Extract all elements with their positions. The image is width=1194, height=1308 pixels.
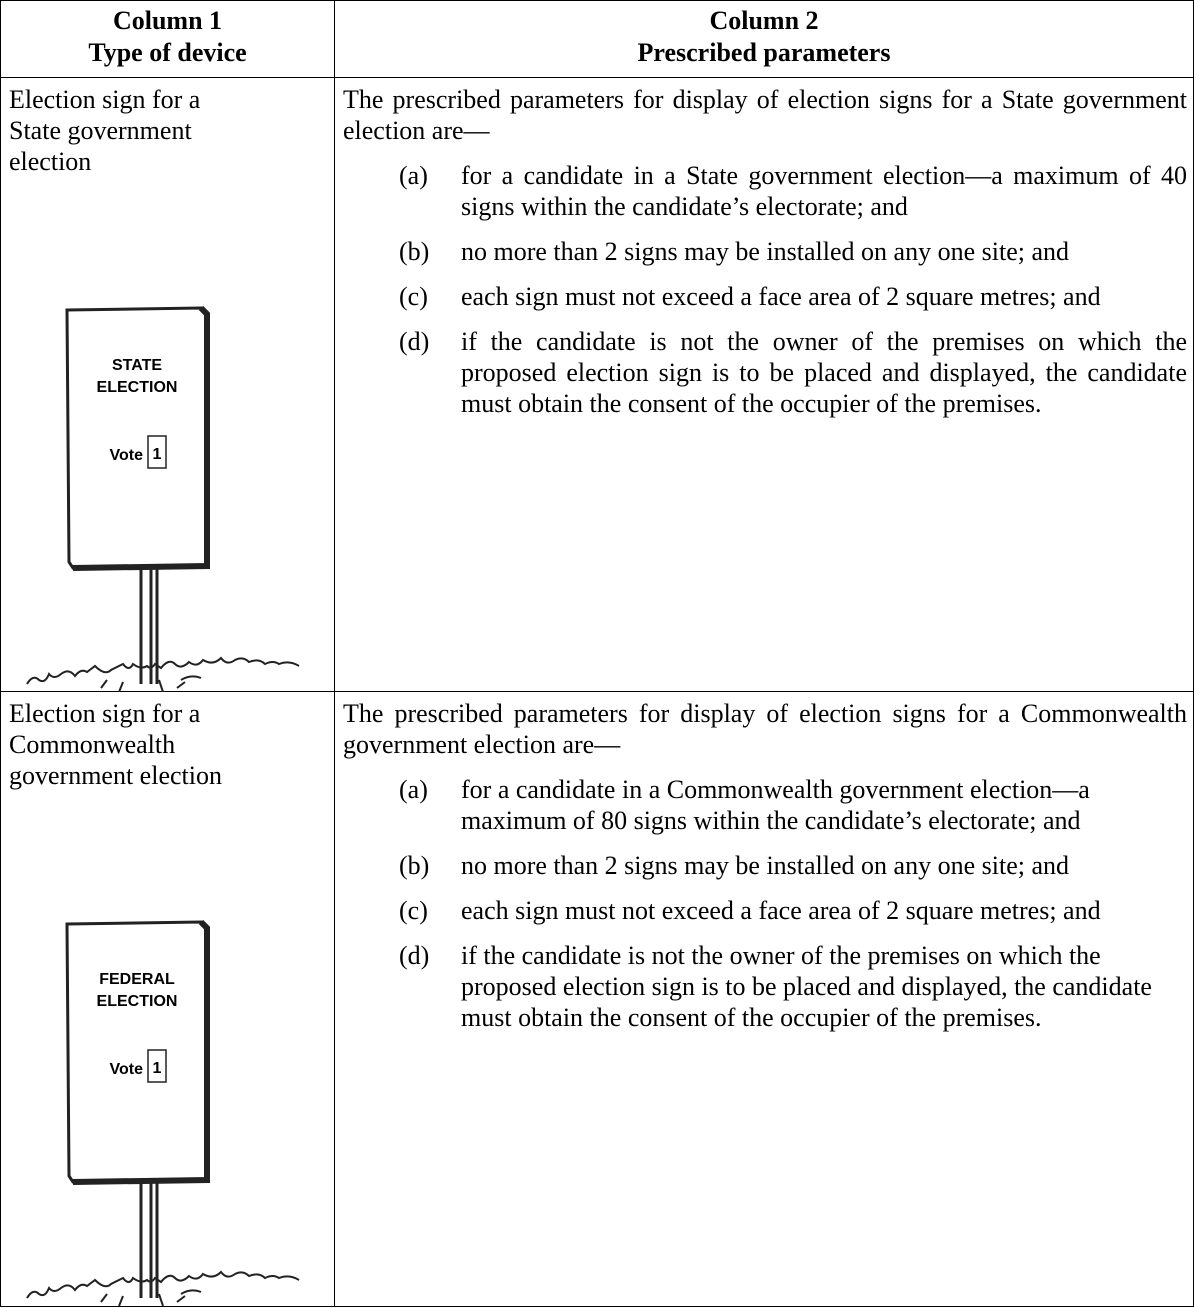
grass-tufts (100, 1289, 202, 1306)
grass (26, 656, 300, 685)
list-item: (d) if the candidate is not the owner of … (343, 326, 1187, 419)
list-item: (c) each sign must not exceed a face area… (343, 281, 1187, 312)
item-text: for a candidate in a Commonwealth govern… (461, 775, 1090, 835)
table-row: Election sign for a Commonwealth governmen… (0, 691, 1194, 1307)
sign-text: ELECTION (97, 993, 178, 1010)
item-text: each sign must not exceed a face area of… (461, 282, 1101, 311)
item-text: no more than 2 signs may be installed on… (461, 237, 1069, 266)
header-line: Column 1 (112, 6, 223, 35)
item-label: (d) (399, 941, 430, 970)
parameters-cell: The prescribed parameters for display of… (334, 77, 1194, 692)
list-item: (b) no more than 2 signs may be installed… (343, 850, 1187, 881)
header-line: Prescribed parameters (637, 38, 891, 67)
list-item: (b) no more than 2 signs may be installed… (343, 236, 1187, 267)
sign-text: ELECTION (97, 379, 178, 396)
item-label: (b) (399, 851, 430, 880)
parameters-cell: The prescribed parameters for display of… (334, 691, 1194, 1307)
header-line: Column 2 (709, 6, 819, 35)
list-item: (a) for a candidate in a Commonwealth gov… (343, 774, 1187, 836)
item-label: (a) (399, 161, 428, 190)
header-row: Column 1 Type of device Column 2 Prescribe… (0, 0, 1194, 78)
vote-box (147, 435, 167, 469)
device-cell: Election sign for a Commonwealth governmen… (0, 691, 335, 1307)
grass-tufts (100, 675, 202, 692)
item-label: (c) (399, 282, 428, 311)
item-text: no more than 2 signs may be installed on… (461, 851, 1069, 880)
device-cell: Election sign for a State government elect… (0, 77, 335, 692)
item-text: if the candidate is not the owner of the… (461, 327, 1187, 418)
intro-text: The prescribed parameters for display of… (343, 85, 1187, 145)
sign-illustration: STATE ELECTION Vote 1 (26, 305, 300, 692)
device-line: Election sign for a (9, 85, 201, 114)
grass (26, 1270, 300, 1299)
sign-board (65, 920, 209, 1184)
item-label: (b) (399, 237, 430, 266)
sign-edge (72, 305, 210, 571)
header-text: Column 1 Type of device (1, 1, 334, 69)
sign-board (65, 306, 209, 570)
sign-vote: Vote (110, 1061, 144, 1078)
list-item: (a) for a candidate in a State government… (343, 160, 1187, 222)
sign-edge (72, 919, 210, 1185)
device-line: State government (9, 116, 192, 145)
header-text: Column 2 Prescribed parameters (335, 1, 1193, 69)
device-line: election (9, 147, 92, 176)
vote-box (147, 1049, 167, 1083)
sign-number: 1 (153, 446, 162, 463)
item-text: each sign must not exceed a face area of… (461, 896, 1101, 925)
sign-text: FEDERAL (99, 971, 175, 988)
sign-vote: Vote (110, 447, 144, 464)
sign-text: STATE (112, 357, 162, 374)
header-cell: Column 2 Prescribed parameters (334, 0, 1194, 78)
item-text: for a candidate in a State government el… (461, 161, 1187, 221)
list-item: (c) each sign must not exceed a face area… (343, 895, 1187, 926)
list-item: (d) if the candidate is not the owner of … (343, 940, 1187, 1033)
intro-text: The prescribed parameters for display of… (343, 699, 1187, 759)
sign-number: 1 (153, 1060, 162, 1077)
table-row: Election sign for a State government elect… (0, 77, 1194, 692)
sign-illustration: FEDERAL ELECTION Vote 1 (26, 919, 300, 1306)
item-text: if the candidate is not the owner of the… (461, 941, 1152, 1032)
device-line: Election sign for a (9, 699, 201, 728)
item-label: (d) (399, 327, 430, 356)
item-label: (a) (399, 775, 428, 804)
header-line: Type of device (88, 38, 247, 67)
device-line: Commonwealth (9, 730, 176, 759)
device-line: government election (9, 761, 222, 790)
header-cell: Column 1 Type of device (0, 0, 335, 78)
item-label: (c) (399, 896, 428, 925)
